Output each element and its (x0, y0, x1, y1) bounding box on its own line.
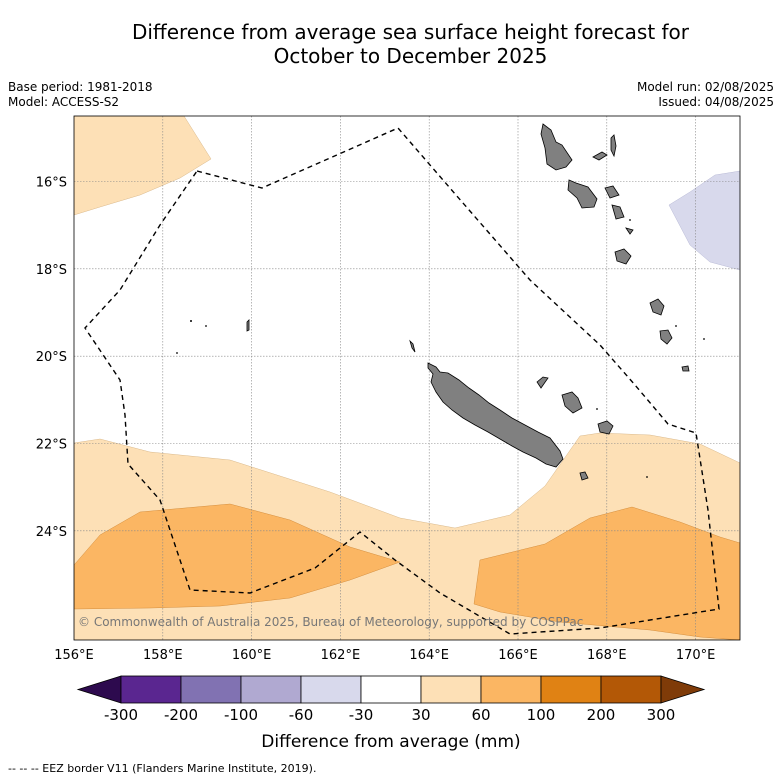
island-aneityum (681, 365, 690, 372)
title-line-1: Difference from average sea surface heig… (131, 20, 690, 44)
island-grande-terre (427, 362, 564, 468)
lon-tick-label: 156°E (54, 648, 94, 663)
eez-legend: -- -- -- EEZ border V11 (Flanders Marine… (8, 762, 317, 775)
island-vanuatu-small-2 (610, 134, 617, 158)
lon-tick-label: 160°E (232, 648, 272, 663)
lon-tick-label: 162°E (321, 648, 361, 663)
base-period: Base period: 1981-2018 (8, 80, 153, 94)
lat-tick-label: 18°S (36, 263, 67, 278)
model-name: Model: ACCESS-S2 (8, 95, 120, 109)
lat-tick-label: 22°S (36, 438, 67, 453)
island-erromango (649, 298, 665, 316)
lon-tick-label: 164°E (409, 648, 449, 663)
colorbar-extend-low (76, 675, 122, 704)
island-belep (409, 339, 416, 353)
model-run: Model run: 02/08/2025 (636, 80, 774, 94)
colorbar-tick-label: -30 (349, 706, 374, 724)
anomaly-patch-60-100-southwest (74, 503, 401, 610)
colorbar-segment (420, 675, 482, 704)
lat-tick-label: 16°S (36, 176, 67, 191)
colorbar-tick-label: 300 (647, 706, 676, 724)
colorbar-segment (480, 675, 542, 704)
lon-tick-label: 158°E (143, 648, 183, 663)
colorbar-tick-label: 100 (527, 706, 556, 724)
tiny-islets (176, 219, 705, 478)
colorbar-tick-label: -60 (289, 706, 314, 724)
title-line-2: October to December 2025 (273, 44, 548, 68)
lat-tick-label: 20°S (36, 350, 67, 365)
colorbar: -300 -200 -100 -60 -30 30 60 100 200 300 (76, 675, 706, 724)
colorbar-segment (180, 675, 242, 704)
island-vanuatu-small-1 (592, 151, 608, 161)
island-vanuatu-small-4 (611, 204, 625, 220)
colorbar-tick-label: -100 (224, 706, 258, 724)
lat-tick-label: 24°S (36, 525, 67, 540)
longitude-labels: 156°E 158°E 160°E 162°E 164°E 166°E 168°E 170°E (54, 648, 715, 663)
island-tanna (659, 329, 673, 345)
colorbar-tick-label: -300 (104, 706, 138, 724)
island-malakula (567, 179, 598, 209)
island-chesterfield (246, 319, 250, 332)
colorbar-tick-label: 200 (587, 706, 616, 724)
anomaly-patch-minus30-minus60-east (668, 170, 740, 271)
island-loyalty-ouvea (536, 376, 549, 389)
anomaly-shading (74, 116, 740, 640)
colorbar-segment (120, 675, 182, 704)
colorbar-segment (300, 675, 362, 704)
colorbar-extend-high (660, 675, 706, 704)
info-left: Base period: 1981-2018 Model: ACCESS-S2 (8, 80, 153, 110)
colorbar-segment (600, 675, 662, 704)
island-loyalty-lifou (561, 391, 583, 414)
colorbar-tick-label: 30 (411, 706, 430, 724)
issued-date: Issued: 04/08/2025 (658, 95, 774, 109)
map-grid (74, 116, 740, 640)
map-frame (73, 115, 741, 641)
lon-tick-label: 170°E (676, 648, 716, 663)
island-loyalty-mare (597, 420, 614, 435)
info-right: Model run: 02/08/2025 Issued: 04/08/2025 (637, 80, 774, 110)
island-efate (614, 248, 632, 265)
colorbar-segment (240, 675, 302, 704)
colorbar-label: Difference from average (mm) (261, 732, 520, 752)
lon-tick-label: 166°E (498, 648, 538, 663)
colorbar-tick-label: -200 (164, 706, 198, 724)
landmasses (246, 123, 690, 481)
lon-tick-label: 168°E (587, 648, 627, 663)
colorbar-segment (360, 675, 422, 704)
latitude-labels: 16°S 18°S 20°S 22°S 24°S (36, 176, 67, 540)
island-espiritu-santo (540, 123, 573, 171)
colorbar-tick-label: 60 (471, 706, 490, 724)
anomaly-patch-30-60-northwest (74, 116, 212, 216)
title: Difference from average sea surface heig… (0, 20, 781, 68)
copyright-text: © Commonwealth of Australia 2025, Bureau… (78, 615, 583, 629)
island-isle-of-pines (579, 471, 589, 481)
island-vanuatu-small-3 (604, 185, 620, 199)
island-vanuatu-small-5 (625, 227, 634, 235)
colorbar-segment (540, 675, 602, 704)
